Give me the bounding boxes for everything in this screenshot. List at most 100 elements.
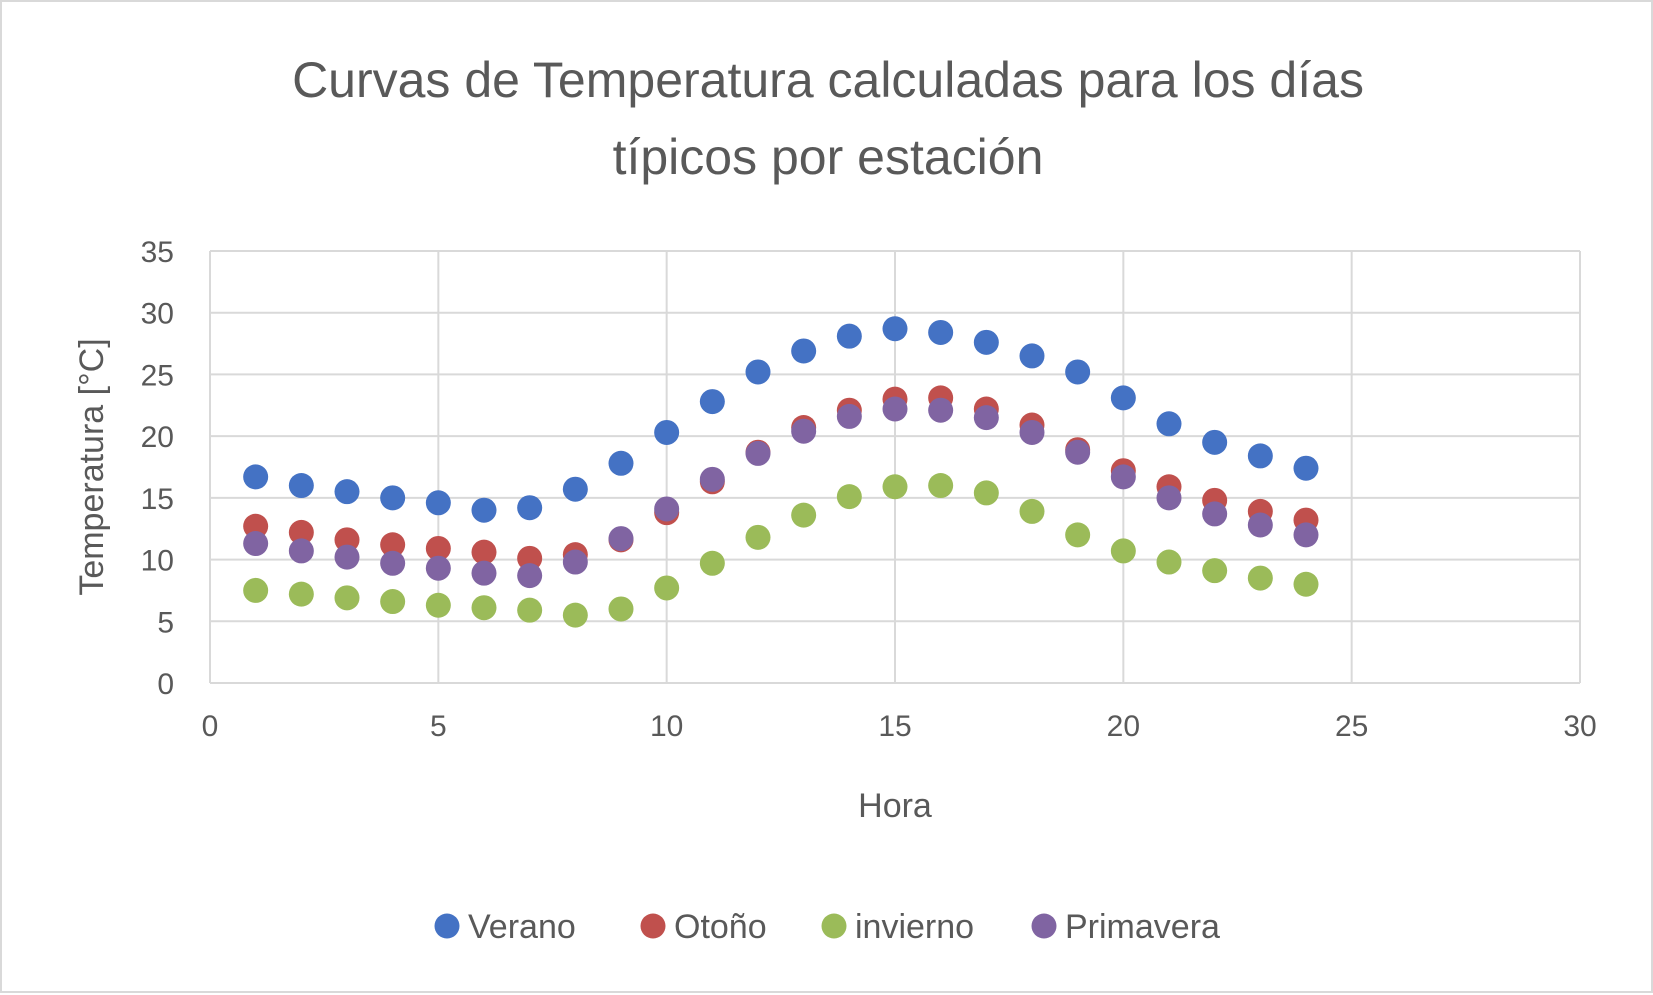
data-point [745,524,771,550]
data-point [380,485,406,511]
data-point [425,535,451,561]
legend-marker [1031,913,1057,939]
series-oto-o [243,385,1319,571]
legend-marker [821,913,847,939]
series-verano [243,316,1319,523]
data-point [1202,429,1228,455]
data-point [654,419,680,445]
data-point [1156,549,1182,575]
data-point [608,526,634,552]
data-point [745,440,771,466]
x-tick-label: 25 [1335,710,1368,743]
x-tick-label: 15 [878,710,911,743]
data-point [334,527,360,553]
data-point [1156,485,1182,511]
data-point [973,480,999,506]
legend-marker [640,913,666,939]
data-point [1110,464,1136,490]
data-point [243,513,269,539]
data-point [380,550,406,576]
data-point [1065,439,1091,465]
data-point [1110,538,1136,564]
y-tick-label: 25 [141,359,174,392]
y-axis-ticks: 0 5 10 15 20 25 30 35 [141,236,174,701]
data-point [471,560,497,586]
data-point [334,479,360,505]
legend-label: Verano [468,908,576,946]
y-tick-label: 15 [141,483,174,516]
y-tick-label: 5 [157,606,174,639]
series-invierno [243,473,1319,628]
data-point [243,577,269,603]
data-point [745,359,771,385]
data-point [699,389,725,415]
y-tick-label: 10 [141,545,174,578]
data-point [791,502,817,528]
data-point [699,550,725,576]
data-point [1110,385,1136,411]
data-point [517,545,543,571]
legend-label: Otoño [674,908,767,946]
data-point [699,466,725,492]
x-tick-label: 10 [650,710,683,743]
legend-item: Otoño [640,908,767,946]
data-point [882,474,908,500]
data-point [471,595,497,621]
legend-item: invierno [821,908,974,946]
y-tick-label: 20 [141,421,174,454]
data-point [1019,343,1045,369]
legend-item: Primavera [1031,908,1220,946]
data-point [288,519,314,545]
x-tick-label: 0 [202,710,219,743]
legend-item: Verano [434,908,576,946]
data-point [882,396,908,422]
data-point [517,563,543,589]
data-point [654,496,680,522]
x-tick-label: 20 [1107,710,1140,743]
y-axis-label: Temperatura [°C] [73,338,111,595]
chart-title: Curvas de Temperatura calculadas para lo… [292,52,1364,185]
x-axis-label: Hora [858,787,932,825]
y-tick-label: 0 [157,668,174,701]
data-point [1293,522,1319,548]
y-tick-label: 30 [141,298,174,331]
data-point [1019,419,1045,445]
gridlines [209,250,1581,684]
data-point [608,596,634,622]
data-point [882,316,908,342]
x-tick-label: 5 [430,710,447,743]
data-point [562,602,588,628]
data-point [334,585,360,611]
data-points [243,316,1319,628]
data-point [928,473,954,499]
chart-title-line-1: Curvas de Temperatura calculadas para lo… [292,52,1364,108]
data-point [1247,512,1273,538]
data-point [1293,455,1319,481]
data-point [836,323,862,349]
x-tick-label: 30 [1563,710,1596,743]
x-axis-ticks: 0 5 10 15 20 25 30 [202,710,1597,743]
data-point [1202,558,1228,584]
legend-label: invierno [855,908,974,946]
data-point [517,495,543,521]
chart-title-line-2: típicos por estación [613,129,1044,185]
data-point [1156,411,1182,437]
legend: Verano Otoño invierno Primavera [434,908,1220,946]
data-point [562,549,588,575]
data-point [243,531,269,557]
data-point [562,476,588,502]
data-point [288,473,314,499]
data-point [425,592,451,618]
data-point [928,319,954,345]
data-point [1293,571,1319,597]
data-point [1065,522,1091,548]
data-point [1247,565,1273,591]
data-point [425,555,451,581]
y-tick-label: 35 [141,236,174,269]
data-point [380,532,406,558]
data-point [471,539,497,565]
data-point [608,450,634,476]
data-point [1065,359,1091,385]
data-point [334,544,360,570]
